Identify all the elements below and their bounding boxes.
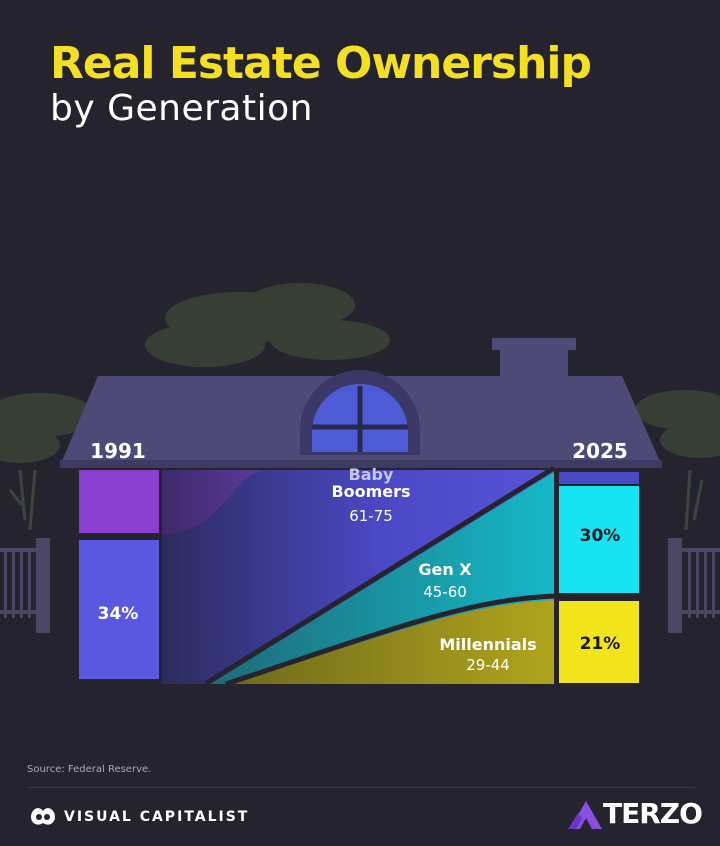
series-label-boomers-line1: Baby bbox=[349, 465, 394, 484]
sponsor-name: TERZO bbox=[603, 797, 703, 830]
background-trees bbox=[0, 283, 720, 463]
bar-1991-boomers bbox=[79, 540, 159, 679]
year-label-1991: 1991 bbox=[90, 439, 146, 463]
roof-edge bbox=[60, 460, 662, 468]
visual-capitalist-logo-icon bbox=[31, 808, 55, 825]
flow-separator-boomers-genx bbox=[203, 465, 556, 687]
value-label-1991-boomers: 34% bbox=[98, 604, 139, 624]
bar-2025-genx bbox=[559, 486, 639, 593]
background-tree-trunks bbox=[8, 469, 704, 531]
footer-divider bbox=[27, 787, 695, 788]
bar-1991-other bbox=[79, 470, 159, 533]
series-label-boomers-line2: Boomers bbox=[331, 482, 410, 501]
value-label-2025-millennials: 21% bbox=[580, 634, 621, 654]
attic-window bbox=[300, 370, 420, 455]
series-label-millennials: Millennials bbox=[439, 635, 536, 654]
series-label-genx: Gen X bbox=[418, 560, 472, 579]
flow-separator-genx-millennials bbox=[225, 593, 555, 687]
brand-name: VISUAL CAPITALIST bbox=[64, 809, 250, 825]
series-ages-genx: 45-60 bbox=[423, 583, 467, 601]
chimney bbox=[492, 338, 576, 380]
page-subtitle: by Generation bbox=[50, 88, 313, 129]
fence-right bbox=[668, 538, 720, 633]
series-ages-boomers: 61-75 bbox=[349, 507, 393, 525]
value-label-2025-genx: 30% bbox=[580, 526, 621, 546]
year-label-2025: 2025 bbox=[572, 439, 628, 463]
bar-2025-millennials bbox=[559, 601, 639, 683]
bars bbox=[79, 470, 639, 683]
fence-left bbox=[0, 538, 50, 633]
terzo-logo-icon bbox=[568, 801, 602, 829]
flow-genx bbox=[210, 472, 554, 684]
flow-millennials bbox=[230, 600, 554, 684]
series-ages-millennials: 29-44 bbox=[466, 656, 510, 674]
page-title: Real Estate Ownership bbox=[50, 38, 592, 89]
source-note: Source: Federal Reserve. bbox=[27, 764, 152, 775]
flow-area bbox=[162, 465, 556, 687]
flow-other bbox=[162, 470, 262, 534]
bar-2025-boomers bbox=[559, 472, 639, 484]
